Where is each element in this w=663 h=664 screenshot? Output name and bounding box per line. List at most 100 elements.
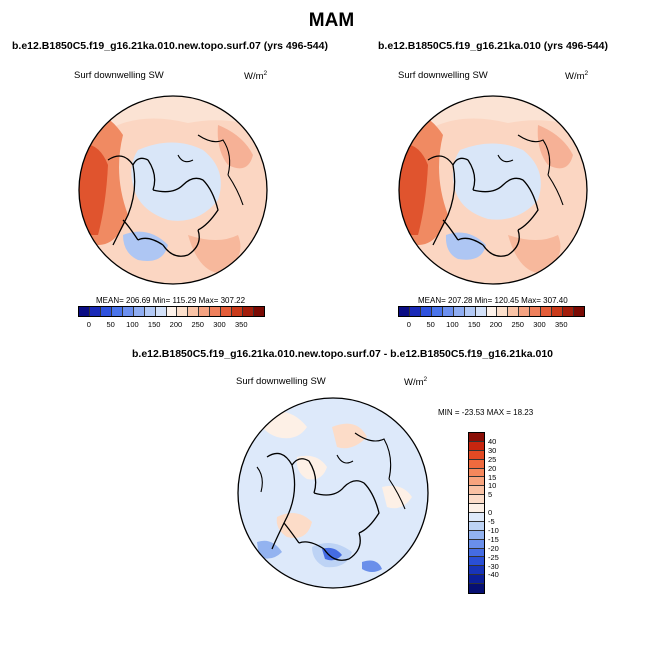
colorbar-swatch: [79, 307, 90, 316]
colorbar-tick-label: -40: [488, 570, 499, 580]
stats-bottom: MIN = -23.53 MAX = 18.23: [438, 408, 534, 417]
colorbar-swatch: [111, 307, 123, 316]
colorbar-tick-label: 250: [511, 320, 524, 329]
colorbar-ticks-top-left: 0 50 100 150 200 250 300 350: [78, 320, 263, 330]
strong-negative-anomaly: [322, 547, 342, 561]
colorbar-ticks-top-right: 0 50 100 150 200 250 300 350: [398, 320, 583, 330]
figure-title: MAM: [308, 10, 355, 31]
colorbar-swatch: [469, 530, 484, 540]
negative-anomaly: [257, 540, 282, 559]
polar-map-top-left: [78, 95, 268, 285]
colorbar-swatch: [232, 307, 244, 316]
colorbar-top-right: [398, 306, 585, 317]
colorbar-swatch: [469, 521, 484, 531]
colorbar-swatch: [497, 307, 509, 316]
colorbar-tick-label: -20: [488, 543, 499, 553]
coastline: [107, 155, 219, 257]
colorbar-tick-label: 50: [106, 320, 115, 329]
colorbar-swatch: [210, 307, 222, 316]
stats-top-right: MEAN= 207.28 Min= 120.45 Max= 307.40: [418, 296, 568, 305]
colorbar-swatch: [469, 513, 484, 522]
high-sw-region: [399, 144, 428, 235]
colorbar-swatch: [469, 575, 484, 585]
colorbar-swatch: [100, 307, 112, 316]
coastline: [427, 155, 539, 257]
colorbar-tick-label: 200: [489, 320, 503, 329]
colorbar-tick-label: 350: [234, 320, 248, 329]
colorbar-swatch: [508, 307, 520, 316]
colorbar-tick-label: 0: [86, 320, 91, 329]
polar-map-bottom: [237, 397, 429, 589]
colorbar-tick-label: 20: [488, 463, 497, 473]
colorbar-swatch: [144, 307, 156, 316]
colorbar-swatch: [574, 307, 584, 316]
colorbar-swatch: [469, 566, 484, 576]
colorbar-swatch: [420, 307, 432, 316]
colorbar-tick-label: 0: [488, 508, 493, 518]
panel-title-top-left: b.e12.B1850C5.f19_g16.21ka.010.new.topo.…: [12, 40, 328, 52]
colorbar-swatch: [469, 584, 484, 594]
variable-label-top-left: Surf downwelling SW: [74, 70, 164, 81]
colorbar-swatch: [469, 495, 484, 505]
colorbar-tick-label: 350: [554, 320, 568, 329]
colorbar-tick-label: 300: [533, 320, 546, 329]
colorbar-swatch: [409, 307, 421, 316]
colorbar-swatch: [399, 307, 410, 316]
polar-map-top-right: [398, 95, 588, 285]
colorbar-tick-label: -5: [488, 517, 495, 526]
colorbar-swatch: [552, 307, 564, 316]
colorbar-tick-label: 100: [126, 320, 139, 329]
colorbar-swatch: [469, 450, 484, 460]
variable-label-bottom: Surf downwelling SW: [236, 376, 326, 387]
colorbar-swatch: [530, 307, 542, 316]
arctic-low-region: [131, 142, 221, 221]
colorbar-swatch: [519, 307, 531, 316]
colorbar-swatch: [469, 548, 484, 558]
colorbar-swatch: [469, 539, 484, 549]
colorbar-swatch: [469, 468, 484, 478]
unit-label-bottom: W/m2: [404, 376, 428, 389]
colorbar-tick-label: 250: [191, 320, 204, 329]
colorbar-swatch: [469, 459, 484, 469]
coastline: [266, 452, 380, 561]
unit-label-top-left: W/m2: [244, 70, 268, 83]
colorbar-tick-label: 50: [426, 320, 435, 329]
colorbar-swatch: [431, 307, 443, 316]
colorbar-swatch: [486, 307, 498, 316]
stats-top-left: MEAN= 206.69 Min= 115.29 Max= 307.22: [96, 296, 246, 305]
colorbar-swatch: [122, 307, 134, 316]
low-sw-region: [123, 231, 168, 261]
colorbar-swatch: [155, 307, 167, 316]
colorbar-swatch: [541, 307, 553, 316]
colorbar-tick-label: 30: [488, 445, 497, 455]
colorbar-swatch: [188, 307, 200, 316]
panel-title-bottom: b.e12.B1850C5.f19_g16.21ka.010.new.topo.…: [132, 348, 554, 360]
colorbar-swatch: [469, 433, 484, 442]
colorbar-swatch: [166, 307, 178, 316]
colorbar-swatch: [133, 307, 145, 316]
panel-title-top-right: b.e12.B1850C5.f19_g16.21ka.010 (yrs 496-…: [378, 40, 608, 52]
colorbar-tick-label: -15: [488, 534, 499, 544]
colorbar-swatch: [469, 441, 484, 451]
high-sw-region: [79, 144, 108, 235]
low-sw-region: [445, 232, 486, 260]
colorbar-tick-label: 300: [213, 320, 226, 329]
colorbar-tick-label: 40: [488, 436, 497, 446]
arctic-low-region: [452, 143, 541, 220]
colorbar-swatch: [469, 504, 484, 514]
map-border: [78, 95, 268, 285]
colorbar-tick-label: 0: [406, 320, 411, 329]
colorbar-bottom: [468, 432, 485, 595]
colorbar-tick-label: 25: [488, 454, 497, 464]
colorbar-swatch: [453, 307, 465, 316]
colorbar-swatch: [563, 307, 574, 316]
map-border: [398, 95, 588, 285]
colorbar-tick-label: 150: [147, 320, 161, 329]
colorbar-tick-label: 150: [467, 320, 481, 329]
colorbar-tick-label: -25: [488, 552, 499, 562]
colorbar-tick-label: 10: [488, 481, 497, 491]
colorbar-swatch: [89, 307, 101, 316]
colorbar-tick-label: -10: [488, 525, 499, 535]
colorbar-swatch: [221, 307, 233, 316]
unit-label-top-right: W/m2: [565, 70, 589, 83]
